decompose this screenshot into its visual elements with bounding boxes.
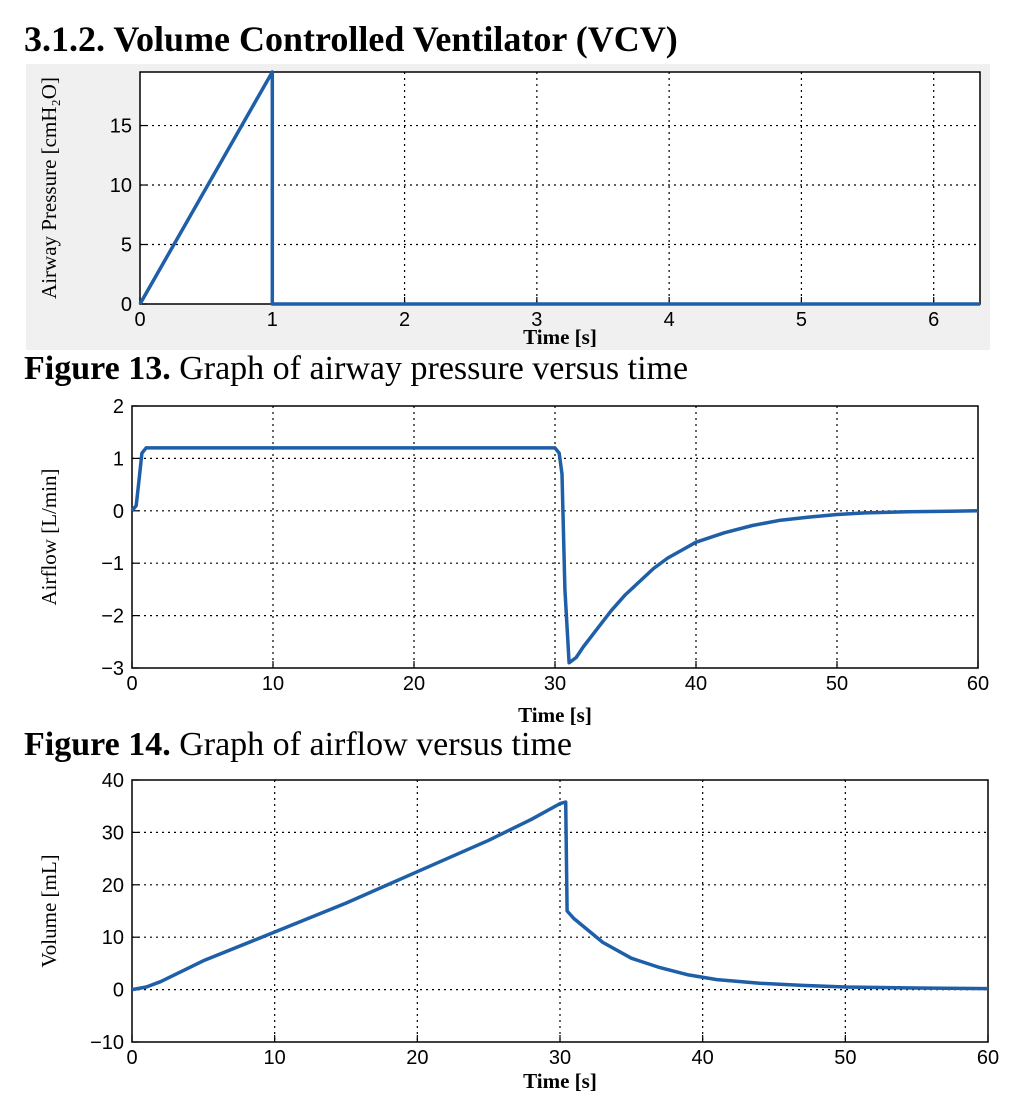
x-tick-label: 0 [126,673,137,695]
x-tick-label: 10 [262,673,284,695]
y-tick-label: −10 [90,1032,124,1054]
y-tick-label: 20 [102,875,124,897]
section-heading: 3.1.2. Volume Controlled Ventilator (VCV… [24,19,678,59]
y-axis-label: Volume [mL] [37,854,61,967]
airway-pressure-chart: 0 1 2 3 4 5 6 0 5 10 15 Time [s] Airway Pressure [cm… [26,64,990,350]
x-tick-label: 6 [928,309,939,331]
y-tick-label: 1 [113,448,124,470]
y-axis-label: Airflow [L/min] [37,468,61,605]
figure-14-label: Figure 14. [24,726,171,763]
y-tick-label: −1 [101,553,124,575]
y-tick-label: 10 [110,175,132,197]
figure-13-caption: Figure 13. Graph of airway pressure vers… [24,350,688,388]
x-tick-label: 60 [977,1047,999,1069]
y-tick-label: 2 [113,396,124,418]
x-tick-label: 4 [664,309,675,331]
x-axis-label: Time [s] [523,325,597,349]
y-tick-label: 10 [102,927,124,949]
x-tick-label: 2 [399,309,410,331]
y-tick-label: 0 [113,501,124,523]
y-tick-label: 40 [102,770,124,792]
x-tick-label: 20 [403,673,425,695]
y-tick-label: 30 [102,822,124,844]
airflow-chart: 0 10 20 30 40 50 60 −3 −2 −1 0 1 2 Time [s] Airflow [L… [37,396,989,727]
x-tick-label: 30 [549,1047,571,1069]
y-tick-label: −3 [101,658,124,680]
x-tick-label: 40 [692,1047,714,1069]
series-line [131,800,989,992]
y-tick-label: −2 [101,606,124,628]
y-axis-label: Airway Pressure [cmH₂O] [37,77,61,299]
x-axis-label: Time [s] [523,1069,597,1093]
x-tick-label: 1 [267,309,278,331]
figure-14-text: Graph of airflow versus time [170,726,572,763]
x-tick-label: 30 [544,673,566,695]
x-tick-label: 50 [834,1047,856,1069]
x-tick-label: 10 [264,1047,286,1069]
x-axis-label: Time [s] [518,703,592,727]
x-tick-label: 50 [826,673,848,695]
figure-13-text: Graph of airway pressure versus time [170,350,689,387]
plot-area [139,71,981,305]
x-tick-label: 60 [967,673,989,695]
x-tick-label: 20 [406,1047,428,1069]
x-tick-label: 0 [134,309,145,331]
x-tick-label: 0 [126,1047,137,1069]
series-line [130,446,979,665]
y-tick-label: 0 [121,294,132,316]
y-tick-label: 0 [113,980,124,1002]
y-tick-label: 5 [121,235,132,257]
figure-13-label: Figure 13. [24,350,171,387]
y-tick-label: 15 [110,116,132,138]
x-tick-label: 5 [796,309,807,331]
x-tick-label: 40 [685,673,707,695]
figure-14-caption: Figure 14. Graph of airflow versus time [24,726,572,764]
x-tick-label: 3 [531,309,542,331]
series-line [138,70,980,306]
